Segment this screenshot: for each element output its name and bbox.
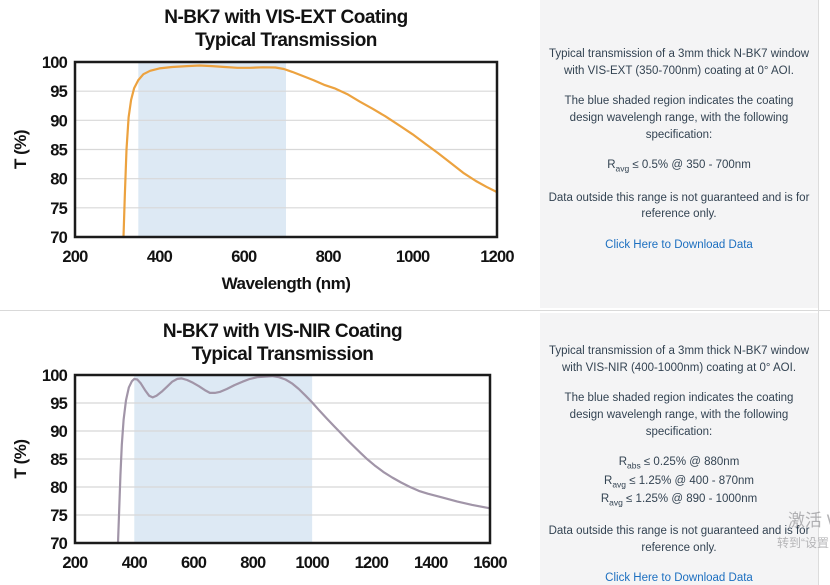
vis-nir-description-panel: Typical transmission of a 3mm thick N-BK…	[540, 313, 818, 585]
spec-line: Ravg ≤ 0.5% @ 350 - 700nm	[548, 157, 810, 175]
transmission-curve	[116, 374, 492, 545]
spec-line: Ravg ≤ 1.25% @ 890 - 1000nm	[548, 491, 810, 509]
y-tick-label: 85	[50, 451, 67, 469]
x-tick-label: 200	[62, 554, 88, 572]
y-tick-label: 100	[42, 367, 68, 385]
plot-frame	[73, 60, 499, 239]
x-tick-label: 400	[122, 554, 148, 572]
y-axis-title: T (%)	[11, 439, 30, 478]
x-tick-label: 1000	[295, 554, 329, 572]
spec-subscript: avg	[612, 478, 627, 489]
spec-symbol: R	[618, 456, 628, 469]
spec-symbol: R	[607, 159, 616, 172]
chart-title-line1: N-BK7 with VIS-EXT Coating	[164, 7, 408, 28]
x-tick-label: 600	[231, 248, 257, 266]
chart-title-line2: Typical Transmission	[195, 30, 377, 51]
x-tick-label: 400	[147, 248, 173, 266]
transmission-curve	[122, 64, 499, 239]
panel-paragraph-shaded-region: The blue shaded region indicates the coa…	[564, 392, 794, 438]
panel-paragraph-typical-transmission: Typical transmission of a 3mm thick N-BK…	[548, 48, 810, 77]
spec-symbol: R	[604, 474, 613, 487]
x-tick-label: 600	[181, 554, 207, 572]
activate-windows-watermark-line1: 激活 W	[788, 511, 830, 530]
y-tick-label: 90	[50, 423, 67, 441]
x-tick-label: 1400	[414, 554, 448, 572]
y-tick-label: 70	[50, 229, 67, 247]
vis-ext-transmission-chart: 70 75 80 85 90 95 100 200 400 600 800 1000 1200 N-BK7…	[11, 7, 515, 293]
spec-subscript: avg	[609, 497, 623, 508]
panel-right-border	[818, 0, 819, 585]
spec-subscript: abs	[627, 460, 641, 471]
spec-line: Ravg ≤ 1.25% @ 400 - 870nm	[548, 473, 810, 491]
x-tick-label: 1200	[355, 554, 389, 572]
y-tick-label: 100	[42, 54, 68, 72]
x-tick-label: 1200	[480, 248, 514, 266]
panel-paragraph-disclaimer: Data outside this range is not guarantee…	[548, 524, 810, 554]
download-data-link[interactable]: Click Here to Download Data	[605, 572, 753, 585]
spec-value: ≤ 1.25% @ 400 - 870nm	[626, 474, 754, 487]
y-tick-label: 75	[50, 200, 67, 218]
y-tick-label: 95	[50, 83, 67, 101]
spec-subscript: avg	[615, 163, 630, 174]
x-tick-label: 200	[62, 248, 88, 266]
y-tick-label: 95	[50, 395, 67, 413]
y-tick-label: 70	[50, 535, 67, 553]
vis-nir-transmission-chart: 70 75 80 85 90 95 100 200 400 600 800 1000 1200 1400 1…	[11, 321, 508, 572]
activate-windows-watermark-line2: 转到“设置	[777, 536, 829, 550]
x-tick-label: 800	[316, 248, 342, 266]
panel-paragraph-typical-transmission: Typical transmission of a 3mm thick N-BK…	[548, 345, 810, 374]
spec-value: ≤ 0.5% @ 350 - 700nm	[629, 159, 751, 172]
y-tick-label: 75	[50, 507, 67, 525]
y-tick-label: 80	[50, 171, 67, 189]
plot-frame	[73, 373, 492, 545]
y-tick-label: 80	[50, 479, 67, 497]
x-tick-label: 1600	[473, 554, 507, 572]
panel-paragraph-disclaimer: Data outside this range is not guarantee…	[548, 191, 810, 221]
y-tick-label: 85	[50, 142, 67, 160]
y-tick-label: 90	[50, 112, 67, 130]
row-divider	[0, 310, 830, 311]
spec-value: ≤ 1.25% @ 890 - 1000nm	[622, 492, 758, 505]
spec-symbol: R	[600, 492, 610, 505]
download-data-link[interactable]: Click Here to Download Data	[605, 238, 753, 251]
x-tick-label: 800	[240, 554, 266, 572]
y-axis-title: T (%)	[11, 130, 30, 169]
spec-line: Rabs ≤ 0.25% @ 880nm	[548, 454, 810, 472]
chart-title-line2: Typical Transmission	[192, 344, 374, 365]
chart-title-line1: N-BK7 with VIS-NIR Coating	[163, 321, 402, 342]
x-axis-title: Wavelength (nm)	[222, 274, 351, 293]
spec-group: Rabs ≤ 0.25% @ 880nm Ravg ≤ 1.25% @ 400 …	[548, 454, 810, 509]
vis-ext-description-panel: Typical transmission of a 3mm thick N-BK…	[540, 0, 818, 308]
spec-value: ≤ 0.25% @ 880nm	[640, 456, 740, 469]
x-tick-label: 1000	[396, 248, 430, 266]
spec-group: Ravg ≤ 0.5% @ 350 - 700nm	[548, 157, 810, 175]
panel-paragraph-shaded-region: The blue shaded region indicates the coa…	[564, 95, 794, 141]
